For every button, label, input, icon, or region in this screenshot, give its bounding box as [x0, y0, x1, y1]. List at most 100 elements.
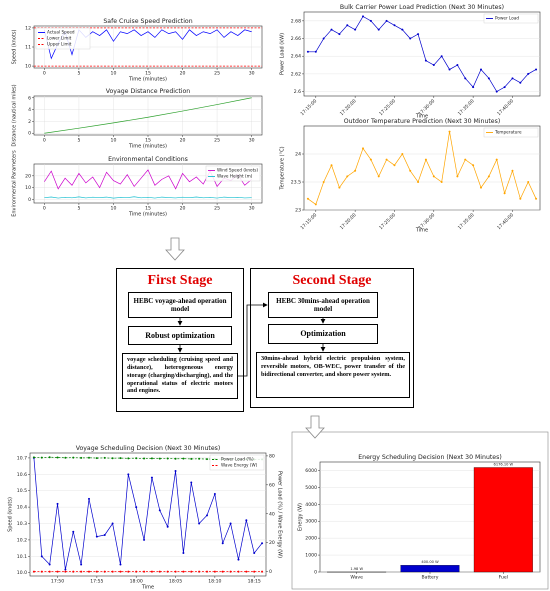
legend-label: Upper Limit — [47, 42, 72, 47]
point — [72, 570, 75, 573]
y-tick-label: 0 — [28, 131, 31, 137]
point — [330, 28, 333, 31]
second-stage-box: Second Stage — [250, 268, 414, 408]
point — [103, 456, 106, 459]
point — [182, 457, 185, 460]
point — [143, 538, 146, 541]
y-tick-label: 10.3 — [17, 521, 27, 527]
point — [409, 37, 412, 40]
point — [80, 456, 83, 459]
point — [166, 525, 169, 528]
point — [354, 28, 357, 31]
point — [221, 570, 224, 573]
point — [213, 570, 216, 573]
model-box: HEBC 30mins-ahead operation model — [268, 292, 378, 318]
plot-area — [303, 125, 541, 211]
x-tick-label: 17:20:00 — [339, 98, 358, 117]
point — [135, 457, 138, 460]
x-axis-label: Time (minutes) — [128, 144, 167, 150]
point — [448, 130, 451, 133]
y-axis-label: Temperature (°C) — [280, 146, 286, 190]
series-line — [307, 15, 537, 93]
point — [135, 506, 138, 509]
point — [401, 153, 404, 155]
x-tick-label: 17:55 — [90, 579, 103, 585]
legend-label: Power Load — [495, 16, 519, 21]
y-tick-label: 6 — [28, 95, 31, 101]
x-tick-label: 5 — [77, 138, 80, 144]
plot-area — [303, 11, 541, 97]
method-box: Robust optimization — [128, 326, 232, 345]
legend-box — [483, 127, 539, 138]
x-tick-label: 15 — [145, 206, 151, 212]
point — [535, 68, 538, 71]
point — [111, 570, 114, 573]
x-tick-label: Battery — [421, 575, 438, 581]
point — [182, 570, 185, 573]
x-tick-label: 0 — [43, 138, 46, 144]
point — [127, 473, 130, 476]
point — [111, 457, 114, 460]
point — [417, 181, 420, 183]
x-tick-label: 17:35:00 — [457, 98, 476, 117]
x-axis-label: Time — [415, 114, 428, 120]
x-tick-label: Fuel — [499, 575, 508, 581]
point — [369, 158, 372, 161]
point — [95, 457, 98, 460]
chart-title: Safe Cruise Speed Prediction — [103, 18, 192, 25]
x-tick-label: 5 — [77, 206, 80, 212]
point — [409, 169, 412, 172]
point — [424, 59, 427, 62]
y-tick-label: 4000 — [305, 502, 317, 508]
y2-tick-label: 60 — [269, 482, 275, 488]
flow-arrow — [305, 415, 325, 439]
point — [393, 24, 396, 27]
legend-label: Wave Energy (W) — [221, 463, 258, 468]
x-tick-label: 0 — [43, 206, 46, 212]
point — [456, 175, 459, 178]
point — [314, 50, 317, 53]
x-axis-label: Time — [415, 228, 428, 234]
x-tick-label: 15 — [145, 138, 151, 144]
point — [127, 457, 130, 460]
bar — [400, 565, 460, 573]
stage-title: Second Stage — [292, 273, 372, 288]
x-tick-label: 25 — [214, 206, 220, 212]
point — [261, 570, 264, 573]
x-tick-label: 5 — [77, 71, 80, 77]
point — [245, 519, 248, 522]
series-line — [44, 196, 252, 199]
y-tick-label: 24 — [295, 152, 301, 158]
model-box: HEBC voyage-ahead operation model — [128, 292, 232, 318]
point — [448, 68, 451, 71]
point — [206, 458, 208, 461]
x-tick-label: 17:40:00 — [496, 98, 515, 117]
point — [440, 181, 443, 183]
point — [229, 570, 232, 573]
point — [103, 570, 106, 573]
point — [95, 570, 98, 573]
point — [527, 181, 530, 183]
series-line — [44, 169, 252, 190]
x-tick-label: 17:20:00 — [339, 212, 358, 231]
point — [150, 457, 153, 460]
point — [166, 457, 169, 460]
y-tick-label: 5000 — [305, 485, 317, 491]
point — [88, 570, 90, 573]
x-tick-label: 20 — [180, 138, 186, 144]
series-line — [307, 131, 537, 205]
point — [80, 563, 83, 566]
point — [338, 186, 341, 189]
point — [480, 186, 482, 189]
point — [432, 64, 435, 67]
point — [417, 33, 420, 36]
point — [64, 568, 67, 571]
x-tick-label: 0 — [43, 71, 46, 77]
point — [511, 169, 514, 172]
x-tick-label: 25 — [214, 71, 220, 77]
x-tick-label: 30 — [249, 71, 255, 77]
x-tick-label: 17:15:00 — [299, 212, 318, 231]
legend-label: Wave Height (m) — [217, 174, 253, 179]
